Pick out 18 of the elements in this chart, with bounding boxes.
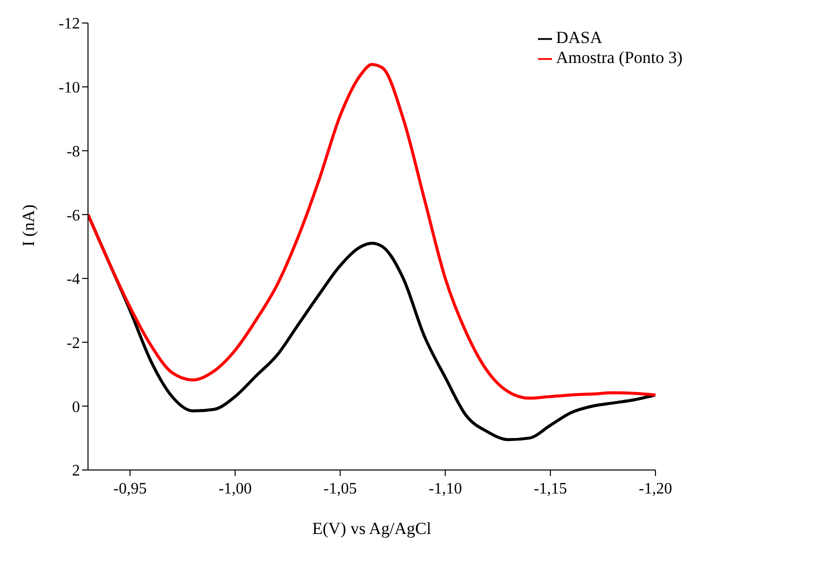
y-tick-label: -2 bbox=[66, 334, 80, 352]
y-tick-label: -6 bbox=[66, 207, 80, 224]
x-tick-label: -1,10 bbox=[428, 480, 462, 498]
y-tick-label: 0 bbox=[72, 398, 80, 416]
y-tick-label: -10 bbox=[58, 80, 80, 97]
x-tick-label: -0,95 bbox=[113, 480, 147, 498]
legend-label: Amostra (Ponto 3) bbox=[556, 48, 683, 67]
y-tick-label: -8 bbox=[66, 143, 80, 160]
x-tick-label: -1,05 bbox=[324, 480, 357, 498]
x-tick-label: -1,00 bbox=[218, 480, 252, 498]
x-tick-label: -1,20 bbox=[638, 480, 672, 498]
legend-label: DASA bbox=[556, 28, 602, 47]
y-tick-label: 2 bbox=[72, 462, 80, 480]
y-tick-label: -12 bbox=[58, 16, 80, 33]
y-tick-label: -4 bbox=[66, 271, 80, 288]
x-axis-title: E(V) vs Ag/AgCl bbox=[312, 519, 432, 538]
y-axis-title: I (nA) bbox=[19, 204, 38, 246]
x-tick-label: -1,15 bbox=[534, 480, 568, 498]
